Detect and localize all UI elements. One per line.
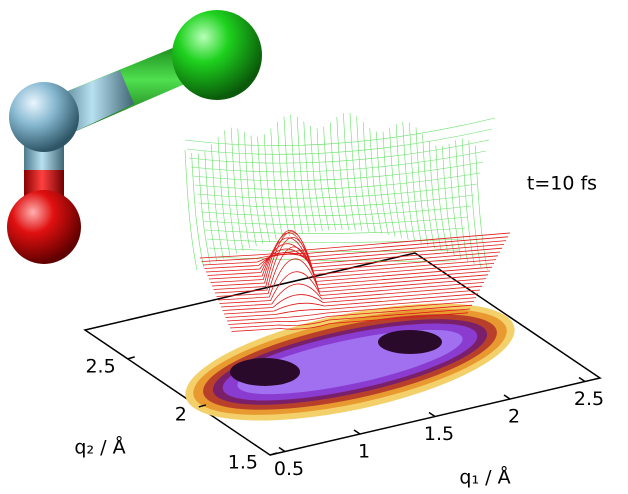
x-tick-label: 1 <box>358 441 370 463</box>
atom-cl <box>172 10 262 100</box>
mesh-line <box>475 145 487 270</box>
y-axis-label: q₂ / Å <box>74 436 125 459</box>
molecule <box>7 10 262 264</box>
x-tick <box>279 448 285 452</box>
y-tick-label: 2.5 <box>85 355 115 377</box>
chart: t=10 fs q₁ / Å q₂ / Å 0.5 1 1.5 2 2.5 1.5 2 2.5 <box>0 0 628 494</box>
mesh-line <box>403 122 415 242</box>
y-tick-label: 2 <box>175 403 187 425</box>
x-tick <box>429 413 435 417</box>
y-tick <box>128 357 135 359</box>
x-tick <box>354 430 360 434</box>
y-tick <box>270 453 277 455</box>
density-contour <box>176 280 525 444</box>
mesh-line <box>462 139 474 265</box>
atom-n <box>9 82 79 152</box>
x-axis-label: q₁ / Å <box>459 466 510 489</box>
y-tick-label: 1.5 <box>228 452 258 474</box>
wave-line <box>202 237 509 262</box>
x-tick-label: 0.5 <box>274 458 304 480</box>
x-tick-label: 1.5 <box>424 423 454 445</box>
x-tick <box>579 378 585 382</box>
x-tick-label: 2 <box>508 406 520 428</box>
mesh-line <box>330 122 342 230</box>
page: t=10 fs q₁ / Å q₂ / Å 0.5 1 1.5 2 2.5 1.5 2 2.5… <box>0 0 628 494</box>
mesh-line <box>207 239 462 243</box>
mesh-line <box>456 140 468 261</box>
annotation: t=10 fs <box>527 173 597 195</box>
mesh-line <box>197 184 477 198</box>
potential-mesh <box>185 113 495 270</box>
mesh-line <box>337 117 349 230</box>
x-tick <box>504 395 510 399</box>
mesh-line <box>193 162 483 181</box>
mesh-line <box>201 206 471 216</box>
wave-line <box>200 233 510 258</box>
mesh-line <box>205 228 465 234</box>
wave-line <box>203 241 506 265</box>
x-tick-label: 2.5 <box>574 388 604 410</box>
mesh-line <box>203 217 468 225</box>
atom-o <box>7 190 81 264</box>
